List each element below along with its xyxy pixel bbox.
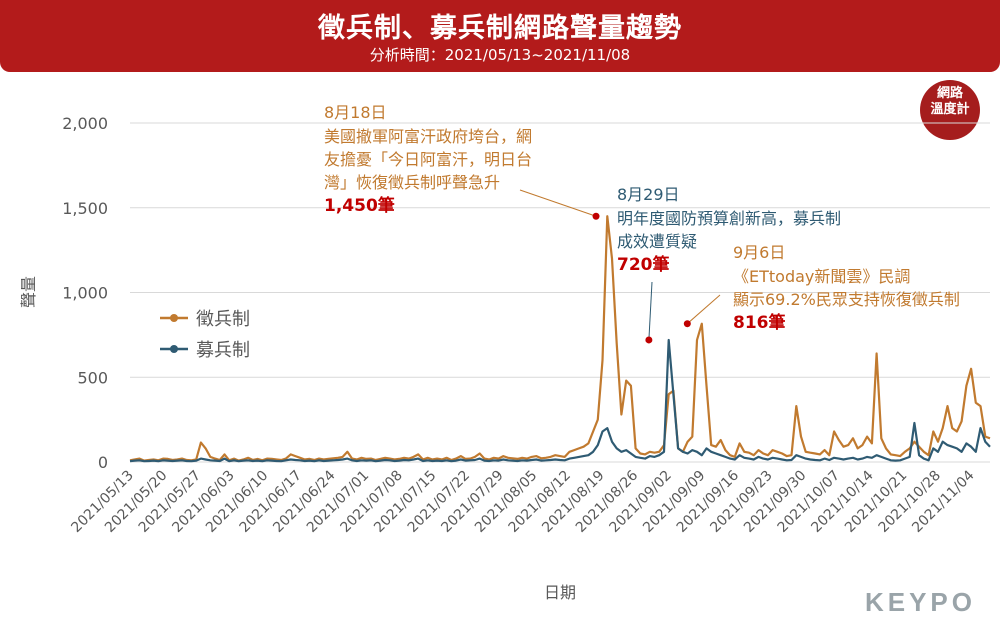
annotation-leader <box>686 294 721 325</box>
annotation-leader <box>648 281 653 340</box>
badge-line-2: 溫度計 <box>930 102 970 117</box>
annotation-date: 8月18日 <box>324 103 387 122</box>
legend-label: 募兵制 <box>196 340 250 361</box>
legend-marker <box>170 314 178 322</box>
chart-subtitle: 分析時間：2021/05/13~2021/11/08 <box>369 46 631 64</box>
annotation-value: 816筆 <box>733 312 786 333</box>
keypo-logo: KEYPO <box>864 587 976 617</box>
annotation-leader <box>519 189 597 217</box>
annotation-date: 8月29日 <box>617 185 680 204</box>
annotation-text: 美國撤軍阿富汗政府垮台，網友擔憂「今日阿富汗，明日台灣」恢復徵兵制呼聲急升 <box>324 127 532 192</box>
y-axis-label: 聲量 <box>19 276 38 308</box>
annotation-text-line: 顯示69.2%民眾支持恢復徵兵制 <box>733 290 960 309</box>
series-line-volunteer <box>129 338 991 463</box>
annotation-text-line: 灣」恢復徵兵制呼聲急升 <box>324 173 500 192</box>
annotation-point <box>683 320 691 328</box>
annotation-text: 《ETtoday新聞雲》民調顯示69.2%民眾支持恢復徵兵制 <box>733 267 960 309</box>
annotation-value: 1,450筆 <box>324 195 395 216</box>
temperature-badge: 網路 溫度計 <box>920 80 980 140</box>
chart-title: 徵兵制、募兵制網路聲量趨勢 <box>318 13 682 44</box>
y-tick-label: 500 <box>77 368 108 387</box>
annotation-value: 720筆 <box>617 254 670 275</box>
annotation-text-line: 明年度國防預算創新高，募兵制 <box>617 209 841 228</box>
legend-marker <box>170 345 178 353</box>
annotation-text-line: 《ETtoday新聞雲》民調 <box>733 267 910 286</box>
y-tick-label: 2,000 <box>62 114 108 133</box>
y-tick-label: 1,000 <box>62 284 108 303</box>
annotation-text-line: 美國撤軍阿富汗政府垮台，網 <box>324 127 532 146</box>
y-tick-label: 0 <box>98 453 108 472</box>
badge-line-1: 網路 <box>936 86 963 101</box>
series-line-conscription <box>129 215 991 462</box>
annotation-text-line: 成效遭質疑 <box>617 232 697 251</box>
x-axis-label: 日期 <box>544 583 576 602</box>
y-tick-label: 1,500 <box>62 199 108 218</box>
annotation-text-line: 友擔憂「今日阿富汗，明日台 <box>324 150 532 169</box>
legend-label: 徵兵制 <box>196 309 250 330</box>
annotation-date: 9月6日 <box>733 243 785 262</box>
annotation-text: 明年度國防預算創新高，募兵制成效遭質疑 <box>617 209 841 251</box>
annotation-point <box>645 336 653 344</box>
title-banner: 徵兵制、募兵制網路聲量趨勢 分析時間：2021/05/13~2021/11/08 <box>0 0 1000 72</box>
annotation-point <box>592 212 600 220</box>
